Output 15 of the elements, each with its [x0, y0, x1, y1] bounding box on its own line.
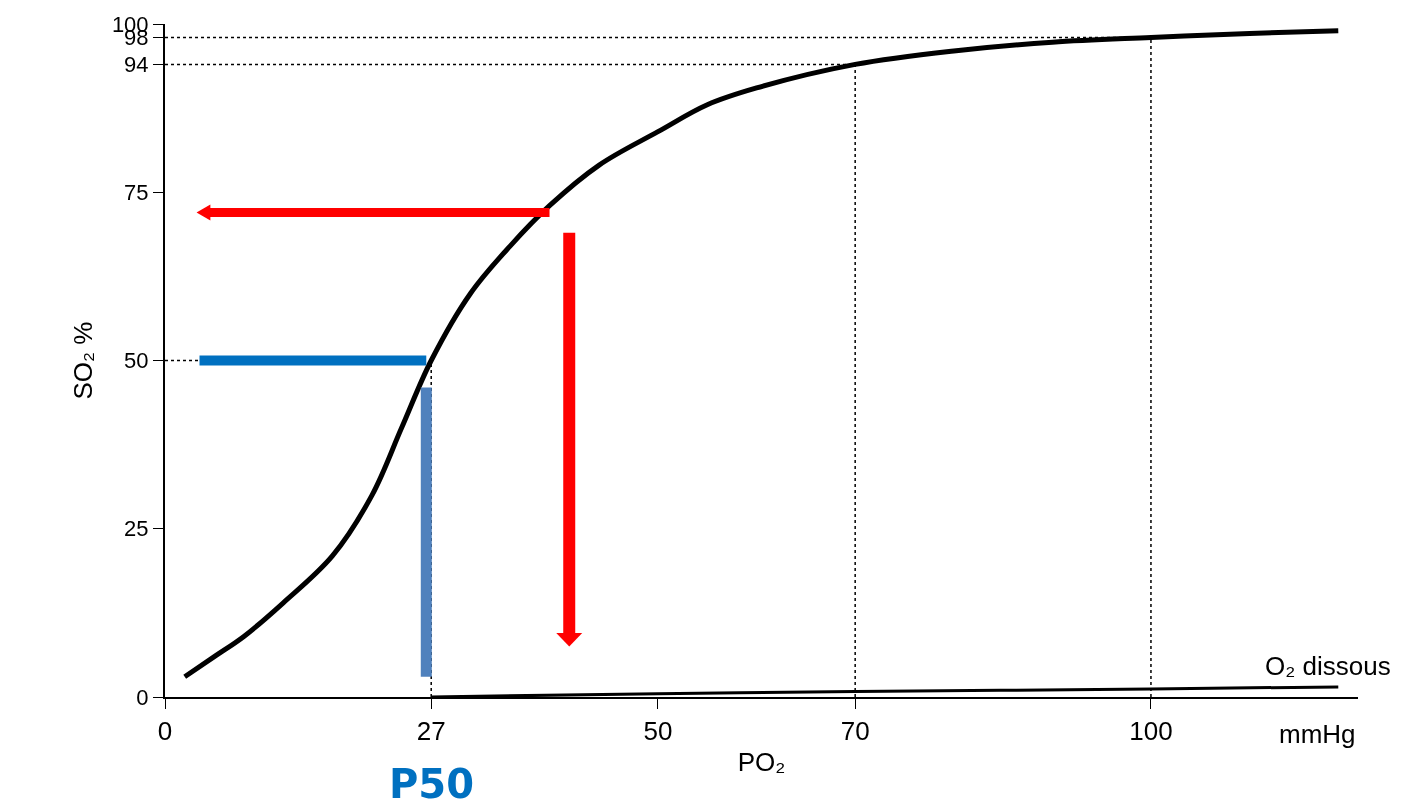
x-tick-label: 0: [157, 716, 173, 747]
x-tick-label: 70: [840, 716, 870, 747]
text: P50: [389, 761, 474, 807]
text: mmHg: [1279, 719, 1356, 749]
y-tick-label: 94: [124, 52, 149, 78]
series-label: O₂ dissous: [1265, 651, 1391, 681]
x-axis-title: PO₂: [737, 747, 786, 778]
y-tick-label: 50: [124, 348, 149, 374]
y-tick-label: 0: [136, 684, 149, 710]
x-tick-label: 50: [643, 716, 673, 747]
y-tick-label: 25: [124, 516, 149, 542]
x-tick-label: 27: [416, 716, 446, 747]
y-tick-label: 75: [124, 179, 149, 205]
y-axis-title: SO₂ %: [67, 321, 98, 400]
x-tick-label: 100: [1129, 716, 1173, 747]
